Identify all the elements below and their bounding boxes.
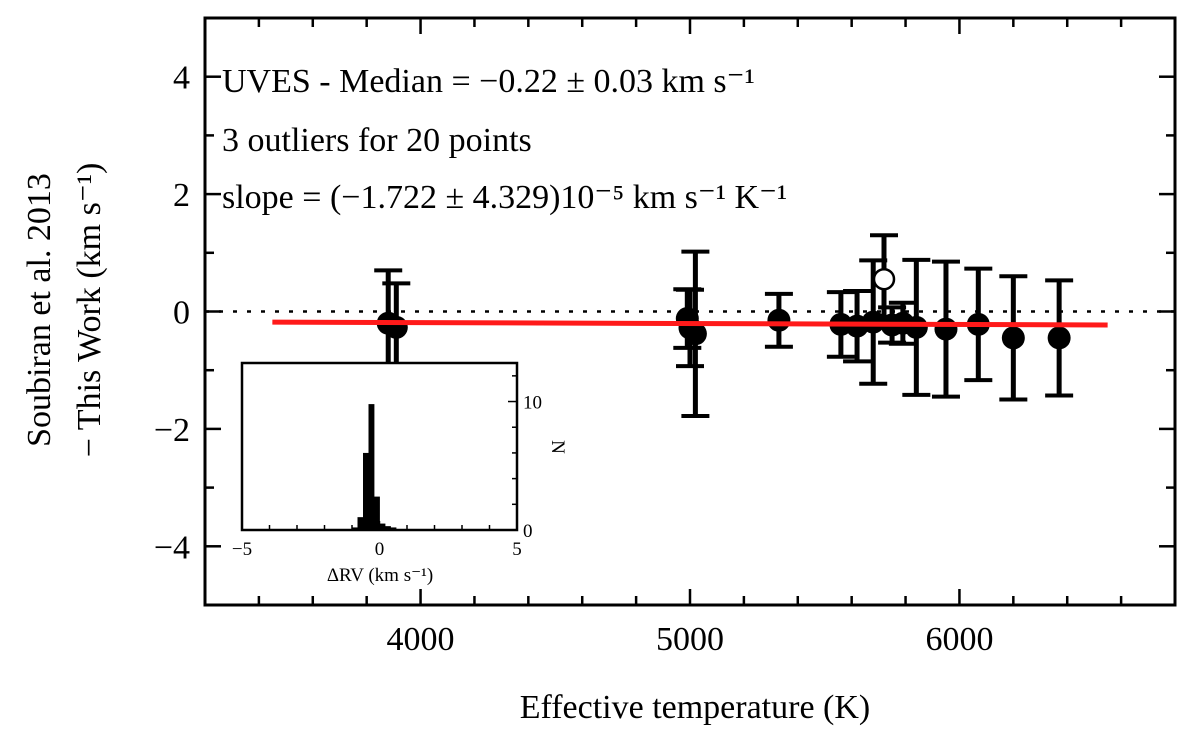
- data-point: [1001, 326, 1025, 350]
- fit-line: [272, 319, 1108, 328]
- annotation-outliers: 3 outliers for 20 points: [222, 122, 532, 159]
- histogram-bar: [363, 452, 369, 530]
- histogram-bar: [374, 496, 380, 530]
- histogram-bar: [352, 527, 358, 530]
- x-tick-label: 4000: [387, 621, 455, 658]
- data-point: [384, 315, 408, 339]
- histogram-bar: [385, 526, 391, 530]
- data-point: [683, 322, 707, 346]
- y-tick-label: 2: [173, 177, 190, 214]
- inset-bars: [352, 404, 397, 530]
- inset-x-axis-label: ΔRV (km s⁻¹): [327, 565, 433, 586]
- y-tick-label: −2: [154, 412, 190, 449]
- y-tick-label: −4: [154, 529, 190, 566]
- annotation-median: UVES - Median = −0.22 ± 0.03 km s⁻¹: [222, 63, 755, 100]
- data-point: [904, 315, 928, 339]
- outlier-point: [872, 267, 896, 291]
- inset-x-tick-label: −5: [232, 539, 252, 560]
- data-point: [767, 308, 791, 332]
- inset-x-tick-label: 5: [512, 539, 522, 560]
- y-axis-label-line1: Soubiran et al. 2013: [21, 173, 58, 447]
- histogram-bar: [379, 523, 386, 530]
- inset-x-tick-label: 0: [375, 539, 385, 560]
- x-axis-label: Effective temperature (K): [520, 689, 871, 726]
- x-tick-label: 6000: [925, 621, 993, 658]
- data-point: [1047, 326, 1071, 350]
- fit-line-layer: [272, 319, 1108, 328]
- histogram-bar: [357, 517, 364, 530]
- inset-y-axis-label: N: [547, 440, 568, 454]
- histogram-bar: [368, 404, 375, 530]
- axis-ticks: 4000 5000 6000 −4 −2 0 2 4: [154, 16, 1177, 658]
- histogram-bar: [390, 527, 397, 530]
- data-point: [934, 317, 958, 341]
- annotation-slope: slope = (−1.722 ± 4.329)10⁻⁵ km s⁻¹ K⁻¹: [222, 179, 787, 216]
- inset-y-tick-label: 0: [523, 521, 533, 542]
- x-tick-label: 5000: [656, 621, 724, 658]
- y-tick-label: 0: [173, 295, 190, 332]
- y-tick-label: 4: [173, 60, 190, 97]
- y-axis-label-line2: − This Work (km s⁻¹): [71, 163, 108, 458]
- inset-y-tick-label: 10: [523, 393, 542, 414]
